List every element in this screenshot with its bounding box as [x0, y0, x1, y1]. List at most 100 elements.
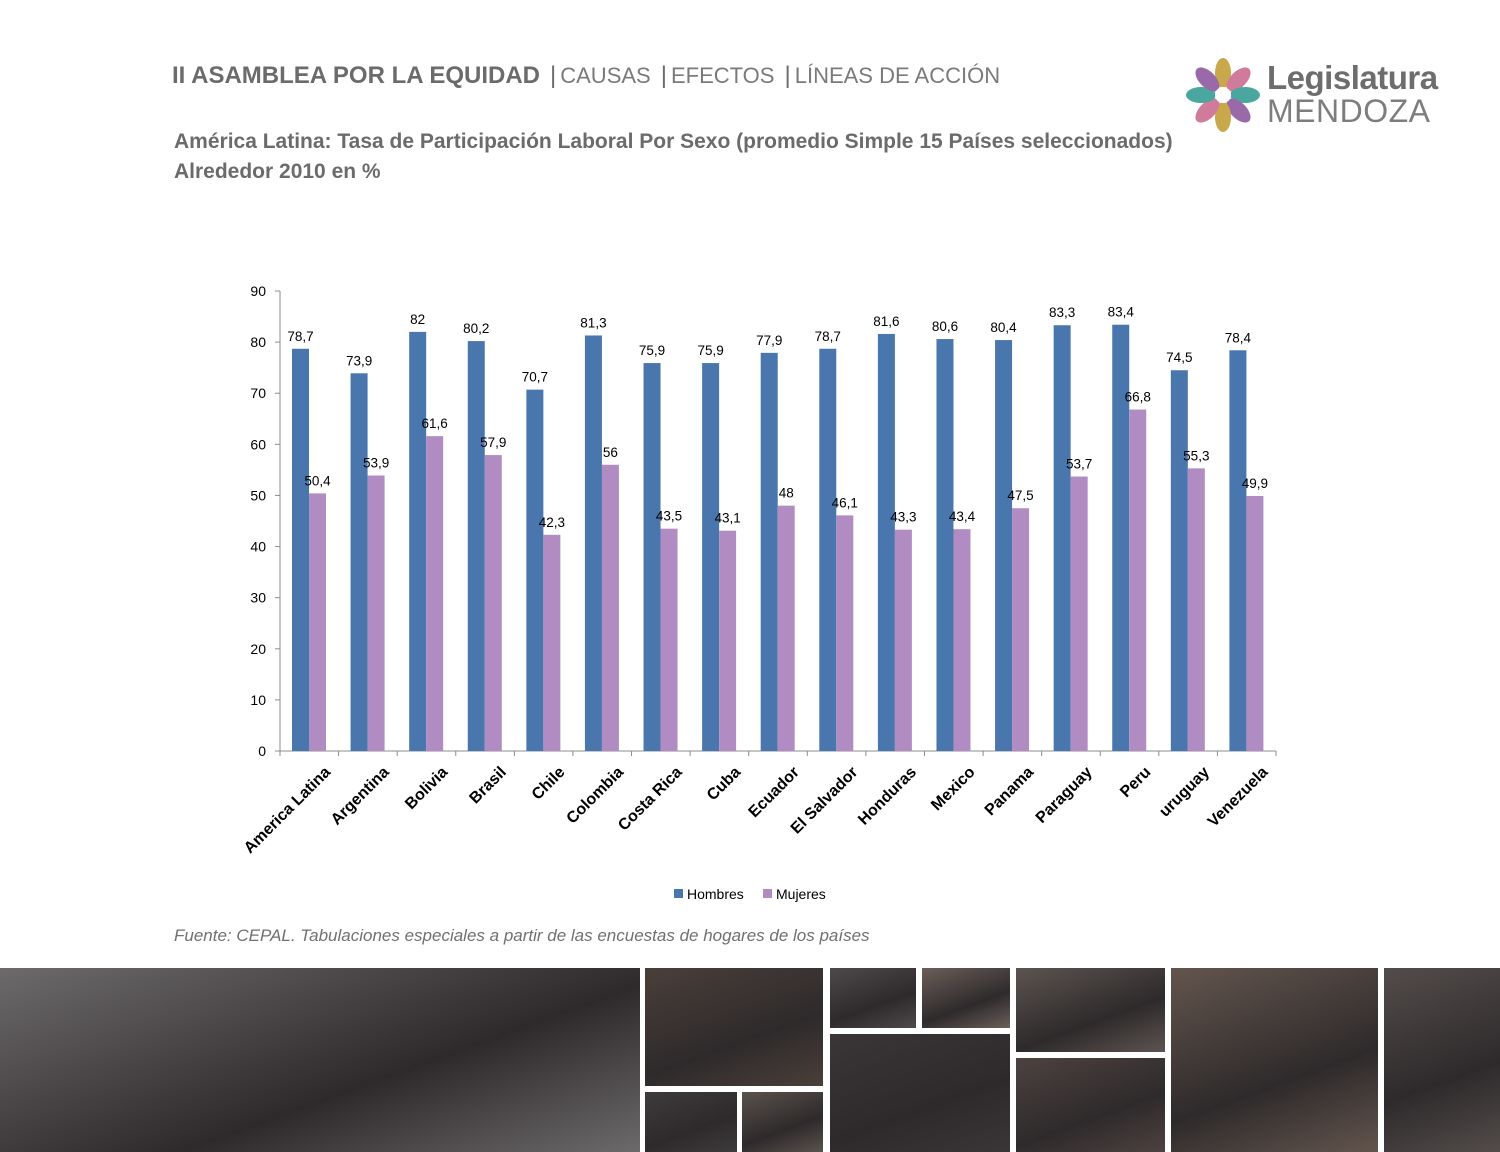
y-tick-label: 70	[250, 385, 266, 401]
bar-hombres	[995, 340, 1013, 751]
bar-mujeres	[777, 505, 795, 751]
category-label: Mexico	[928, 764, 979, 815]
bar-mujeres	[836, 515, 854, 751]
legend-label-mujeres: Mujeres	[776, 886, 826, 902]
data-label-hombres: 82	[410, 312, 425, 327]
bar-hombres	[409, 331, 427, 751]
data-label-hombres: 83,4	[1108, 305, 1135, 320]
page-header: II ASAMBLEA POR LA EQUIDAD | CAUSAS | EFECTO…	[172, 62, 1001, 89]
event-photo	[1016, 968, 1165, 1052]
data-label-mujeres: 43,5	[656, 509, 682, 524]
legislatura-logo: Legislatura MENDOZA	[1183, 55, 1443, 135]
data-label-mujeres: 48	[779, 486, 794, 501]
chart-title: América Latina: Tasa de Participación La…	[174, 127, 1173, 187]
data-label-hombres: 80,2	[463, 321, 489, 336]
event-photo	[1171, 968, 1378, 1152]
bar-hombres	[1053, 325, 1071, 751]
category-label: Chile	[529, 764, 569, 804]
bar-mujeres	[1187, 468, 1205, 751]
photo-strip	[0, 968, 1500, 1152]
category-label: Venezuela	[1205, 764, 1272, 831]
category-label: Cuba	[704, 764, 744, 804]
bar-mujeres	[1012, 508, 1030, 751]
bar-hombres	[936, 339, 954, 751]
legend-swatch-mujeres	[763, 889, 772, 898]
bar-hombres	[292, 348, 309, 751]
category-label: Brasil	[466, 764, 509, 807]
data-label-hombres: 81,6	[873, 314, 899, 329]
bar-mujeres	[1129, 409, 1147, 751]
data-label-hombres: 78,7	[287, 329, 313, 344]
data-label-hombres: 80,4	[990, 320, 1017, 335]
data-label-hombres: 74,5	[1166, 350, 1192, 365]
legislatura-flower-icon	[1186, 58, 1260, 132]
section-causas[interactable]: CAUSAS	[560, 63, 651, 88]
bar-hombres	[350, 373, 368, 751]
bar-mujeres	[1070, 476, 1088, 751]
data-label-hombres: 78,4	[1225, 330, 1252, 345]
bar-hombres	[643, 363, 661, 751]
category-label: Colombia	[564, 764, 628, 828]
category-label: Panama	[982, 764, 1037, 819]
bar-mujeres	[719, 530, 737, 751]
chart-title-line-2: Alrededor 2010 en %	[174, 160, 381, 183]
event-photo	[645, 968, 823, 1086]
data-label-mujeres: 49,9	[1242, 476, 1268, 491]
data-label-mujeres: 66,8	[1125, 390, 1151, 405]
data-label-hombres: 75,9	[639, 343, 665, 358]
bar-mujeres	[894, 529, 912, 751]
category-label: Argentina	[328, 764, 393, 829]
bar-mujeres	[484, 455, 502, 751]
event-photo	[830, 968, 916, 1028]
data-label-mujeres: 55,3	[1183, 448, 1209, 463]
category-label: uruguay	[1156, 764, 1213, 821]
event-photo	[922, 968, 1010, 1028]
bar-hombres	[702, 363, 720, 751]
y-tick-label: 50	[250, 487, 266, 503]
data-label-mujeres: 46,1	[832, 495, 858, 510]
bar-mujeres	[601, 464, 619, 751]
logo-line-1: Legislatura	[1267, 59, 1438, 96]
bar-hombres	[1170, 370, 1188, 751]
data-label-mujeres: 56	[603, 445, 618, 460]
data-label-mujeres: 61,6	[422, 416, 448, 431]
data-label-mujeres: 53,7	[1066, 457, 1092, 472]
bar-mujeres	[1246, 495, 1264, 751]
legend-swatch-hombres	[674, 889, 683, 898]
data-label-hombres: 80,6	[932, 319, 958, 334]
data-label-hombres: 83,3	[1049, 305, 1075, 320]
data-label-mujeres: 43,1	[714, 511, 740, 526]
event-photo	[1384, 968, 1500, 1152]
chart-title-line-1: América Latina: Tasa de Participación La…	[174, 130, 1173, 153]
data-label-mujeres: 53,9	[363, 456, 389, 471]
bar-mujeres	[660, 528, 678, 751]
data-label-hombres: 73,9	[346, 353, 372, 368]
assembly-title: II ASAMBLEA POR LA EQUIDAD	[172, 62, 541, 89]
source-note: Fuente: CEPAL. Tabulaciones especiales a…	[174, 926, 870, 945]
event-photo	[742, 1092, 823, 1152]
bar-hombres	[1112, 324, 1130, 751]
data-label-hombres: 77,9	[756, 333, 782, 348]
bar-mujeres	[426, 436, 444, 751]
section-efectos[interactable]: EFECTOS	[670, 63, 775, 88]
bar-mujeres	[367, 475, 385, 751]
bar-chart: 0 10 20 30 40 50 60 70 80 90 78,7 50,4 America Latin…	[241, 283, 1277, 902]
data-label-mujeres: 50,4	[304, 473, 331, 488]
data-label-hombres: 70,7	[522, 370, 548, 385]
y-tick-label: 40	[250, 539, 266, 555]
y-tick-label: 10	[250, 692, 266, 708]
bar-hombres	[877, 333, 895, 751]
y-tick-label: 90	[250, 283, 266, 299]
category-label: Peru	[1117, 764, 1154, 801]
data-label-mujeres: 43,3	[890, 510, 916, 525]
data-label-mujeres: 42,3	[539, 515, 565, 530]
category-label: Paraguay	[1033, 764, 1096, 827]
category-label: Costa Rica	[615, 764, 686, 835]
section-lineas-de-accion[interactable]: LÍNEAS DE ACCIÓN	[794, 63, 1001, 88]
data-label-mujeres: 47,5	[1007, 488, 1033, 503]
bar-hombres	[1229, 350, 1247, 751]
bar-hombres	[760, 352, 778, 751]
y-tick-label: 30	[250, 590, 266, 606]
bar-hombres	[584, 335, 602, 751]
legend-label-hombres: Hombres	[687, 886, 744, 902]
